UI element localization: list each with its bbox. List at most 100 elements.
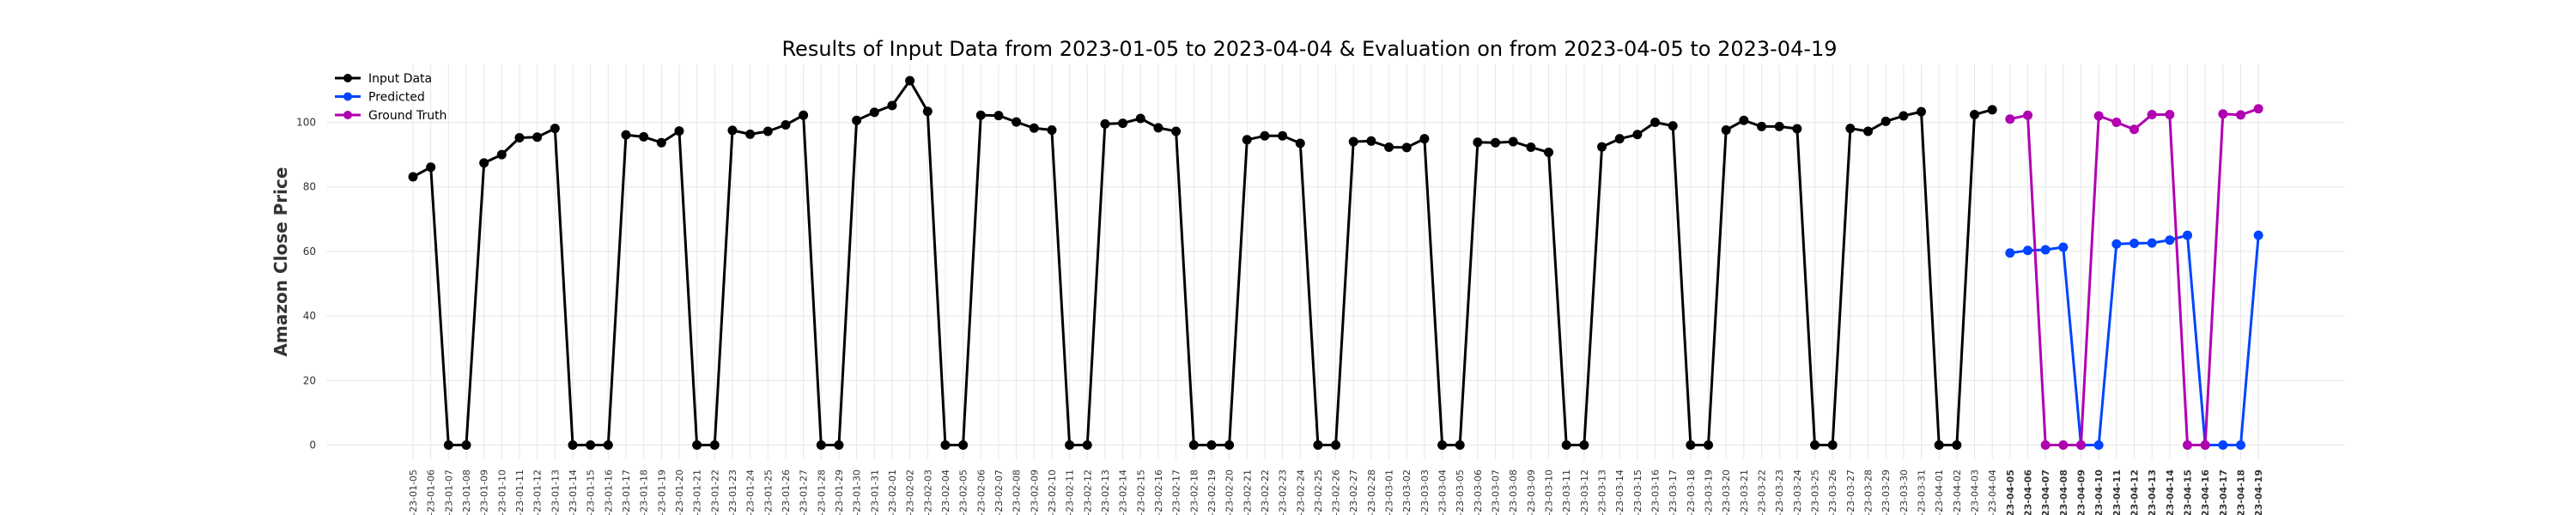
x-tick-label: -23-02-11 [1065,470,1076,515]
x-tick-label: -23-02-25 [1313,470,1324,515]
input-data-point [1384,142,1394,152]
x-tick-label: -23-03-19 [1704,470,1715,515]
ground-truth-point [2147,109,2157,119]
legend-item-ground-truth: Ground Truth [335,109,447,123]
x-tick-label: -23-03-02 [1401,470,1413,515]
input-data-point [1278,130,1288,141]
x-tick-label: -23-01-18 [639,470,650,515]
x-tick-label: -23-02-27 [1348,470,1359,515]
ground-truth-point [2235,110,2245,120]
x-tick-label: -23-03-16 [1650,470,1662,515]
x-tick-label: -23-02-28 [1366,470,1377,515]
input-data-point [1845,124,1856,134]
input-data-point [1491,137,1501,148]
input-data-point [1100,118,1110,129]
input-data-point [1899,111,1909,121]
x-axis-ticks: -23-01-05 -23-01-06 -23-01-07 -23-01-08 -23-… [408,470,2264,515]
x-tick-label: -23-02-12 [1082,470,1093,515]
x-tick-label: -23-03-15 [1632,470,1643,515]
input-data-point [1313,440,1323,450]
x-tick-label: -23-03-12 [1579,470,1590,515]
input-data-point [550,124,560,134]
input-data-point [1242,135,1252,145]
input-data-point [1579,440,1589,450]
x-tick-label: -23-01-13 [550,470,561,515]
x-tick-label: -23-02-17 [1171,470,1182,515]
input-data-point [1331,440,1341,450]
x-tick-label: -23-03-26 [1827,470,1838,515]
input-data-point [727,125,738,136]
x-tick-label: -23-04-11 [2111,470,2123,515]
predicted-point [2129,239,2140,248]
x-tick-label: -23-04-01 [1934,470,1945,515]
x-tick-label: -23-02-13 [1100,470,1111,515]
input-data-point [1348,136,1358,147]
input-data-point [621,130,631,140]
input-data-point [1188,440,1199,450]
predicted-point [2253,230,2263,240]
x-tick-label: -23-03-23 [1774,470,1785,515]
legend-item-input-data: Input Data [335,72,432,86]
ground-truth-point [2058,440,2069,450]
predicted-point [2023,245,2033,256]
x-tick-label: -23-04-03 [1970,470,1981,515]
ground-truth-point [2183,440,2192,450]
input-data-point [568,440,578,450]
x-tick-label: -23-03-22 [1757,470,1768,515]
input-data-point [479,158,489,168]
x-tick-label: -23-03-10 [1544,470,1555,515]
input-data-point [443,440,453,450]
x-tick-label: -23-04-09 [2076,470,2087,515]
x-tick-label: -23-01-25 [762,470,774,515]
input-data-point [1614,134,1625,144]
input-data-point [1650,118,1661,127]
series-input-data [408,76,1997,450]
ground-truth-point [2218,109,2228,119]
x-tick-label: -23-03-21 [1739,470,1750,515]
x-tick-label: -23-03-08 [1508,470,1519,515]
input-data-point [1366,136,1376,146]
input-data-point [1544,147,1554,157]
legend: Input Data Predicted Ground Truth [335,72,447,123]
input-data-point [745,129,756,139]
x-tick-label: -23-02-21 [1242,470,1253,515]
input-data-point [852,115,862,125]
x-tick-label: -23-01-31 [869,470,880,515]
input-data-point [1401,142,1412,153]
x-tick-label: -23-03-05 [1455,470,1466,515]
input-data-point [1721,125,1731,136]
input-data-point [1668,121,1678,131]
input-data-point [1810,440,1820,450]
x-tick-label: -23-01-05 [408,470,419,515]
x-tick-label: -23-01-24 [745,470,756,515]
y-tick-label: 40 [303,310,316,322]
x-tick-label: -23-03-27 [1845,470,1856,515]
input-data-point [692,440,702,450]
input-data-point [1757,121,1767,131]
y-tick-label: 0 [309,439,316,451]
input-data-point [639,131,649,142]
x-tick-label: -23-01-30 [852,470,863,515]
x-tick-label: -23-03-17 [1668,470,1679,515]
legend-marker [343,74,352,82]
x-tick-label: -23-03-31 [1917,470,1928,515]
x-tick-label: -23-03-14 [1614,470,1625,515]
input-data-point [922,106,933,117]
ground-truth-point [2005,114,2015,124]
x-tick-label: -23-02-24 [1295,470,1306,515]
x-tick-label: -23-04-18 [2235,470,2246,515]
x-tick-label: -23-03-24 [1792,470,1803,515]
x-tick-label: -23-01-17 [621,470,632,515]
ground-truth-point [2040,440,2050,450]
predicted-point [2165,235,2175,245]
grid [326,64,2344,459]
predicted-point [2111,239,2122,249]
chart-title: Results of Input Data from 2023-01-05 to… [781,37,1837,61]
legend-marker [343,111,352,119]
input-data-point [586,440,596,450]
x-tick-label: -23-02-08 [1012,470,1023,515]
x-tick-label: -23-02-14 [1118,470,1129,515]
predicted-point [2005,248,2015,258]
input-data-point [993,111,1004,121]
x-tick-label: -23-04-16 [2200,470,2211,515]
